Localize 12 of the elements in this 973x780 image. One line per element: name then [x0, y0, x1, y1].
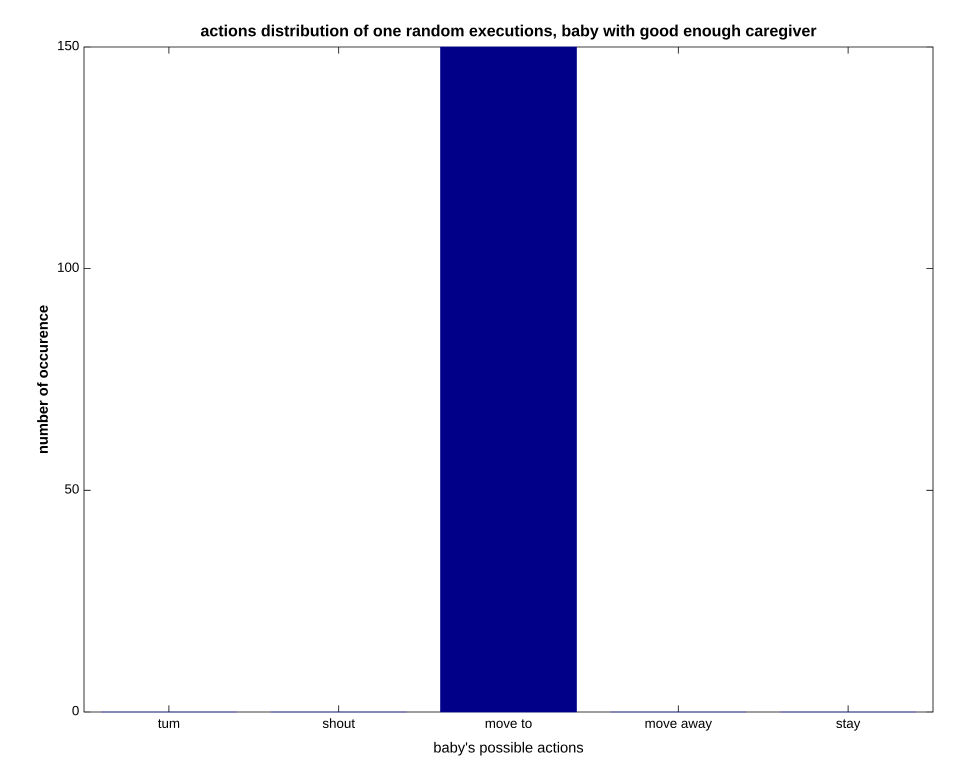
x-tick-label: shout: [322, 718, 355, 728]
x-tick-label: move away: [645, 720, 712, 731]
x-tick-label: tum: [158, 719, 180, 728]
y-tick-label: 150: [58, 40, 79, 50]
chart-title: actions distribution of one random executions, baby with good enough caregiver: [200, 24, 816, 40]
x-axis-title: baby's possible actions: [434, 742, 584, 756]
y-axis-title: number of occurence: [37, 305, 48, 454]
x-tick-label: stay: [836, 719, 860, 731]
x-tick-label: move to: [486, 719, 532, 728]
y-tick-label: 0: [72, 706, 79, 716]
y-tick-label: 100: [58, 262, 79, 272]
y-tick-label: 50: [65, 484, 79, 494]
